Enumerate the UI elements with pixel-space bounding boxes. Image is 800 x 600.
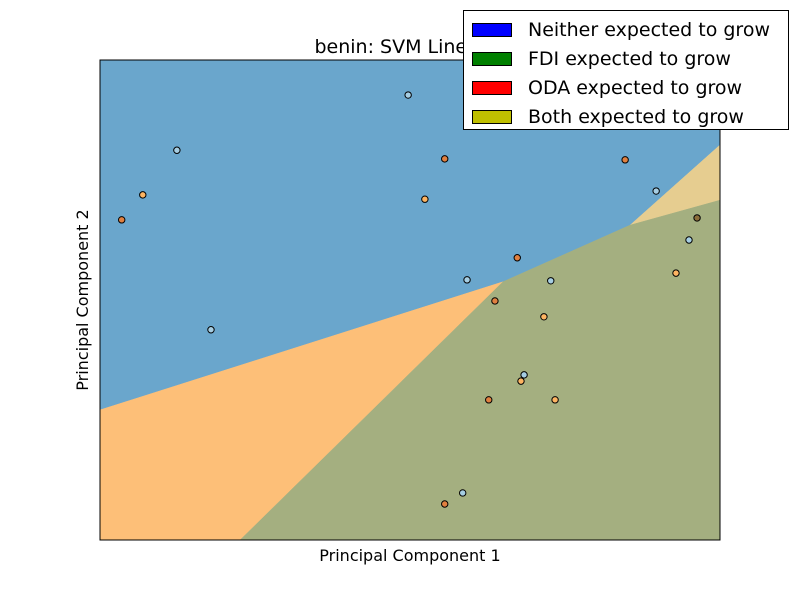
data-point-11	[672, 269, 680, 277]
legend-swatch-neither	[472, 22, 512, 37]
data-point-3	[621, 156, 629, 164]
data-point-0	[404, 91, 412, 99]
data-point-18	[517, 377, 525, 385]
data-point-2	[441, 155, 449, 163]
legend-swatch-both	[472, 109, 512, 124]
legend-item-both: Both expected to grow	[472, 102, 780, 131]
legend-swatch-fdi	[472, 51, 512, 66]
data-point-19	[485, 396, 493, 404]
data-point-6	[118, 216, 126, 224]
decision-regions	[99, 59, 721, 541]
legend-label-fdi: FDI expected to grow	[528, 47, 731, 70]
data-point-22	[441, 500, 449, 508]
data-point-9	[685, 236, 693, 244]
data-point-8	[693, 214, 701, 222]
data-point-16	[207, 326, 215, 334]
legend-label-both: Both expected to grow	[528, 105, 744, 128]
data-point-21	[459, 489, 467, 497]
data-point-10	[513, 254, 521, 262]
legend-item-neither: Neither expected to grow	[472, 15, 780, 44]
x-axis-label: Principal Component 1	[319, 546, 500, 565]
legend-swatch-oda	[472, 80, 512, 95]
data-point-7	[652, 187, 660, 195]
data-point-15	[540, 313, 548, 321]
data-point-5	[421, 195, 429, 203]
legend-label-neither: Neither expected to grow	[528, 18, 770, 41]
data-point-4	[139, 191, 147, 199]
data-point-14	[491, 297, 499, 305]
y-axis-label: Principal Component 2	[73, 209, 92, 390]
data-point-1	[173, 146, 181, 154]
axes-frame	[99, 59, 721, 541]
legend-label-oda: ODA expected to grow	[528, 76, 743, 99]
legend-item-fdi: FDI expected to grow	[472, 44, 780, 73]
data-point-13	[547, 277, 555, 285]
data-point-17	[520, 371, 528, 379]
scatter-points	[118, 91, 701, 508]
chart-title: benin: SVM Linear-C	[314, 36, 505, 58]
data-point-20	[551, 396, 559, 404]
data-point-12	[463, 276, 471, 284]
legend: Neither expected to grow FDI expected to…	[463, 10, 789, 130]
legend-item-oda: ODA expected to grow	[472, 73, 780, 102]
